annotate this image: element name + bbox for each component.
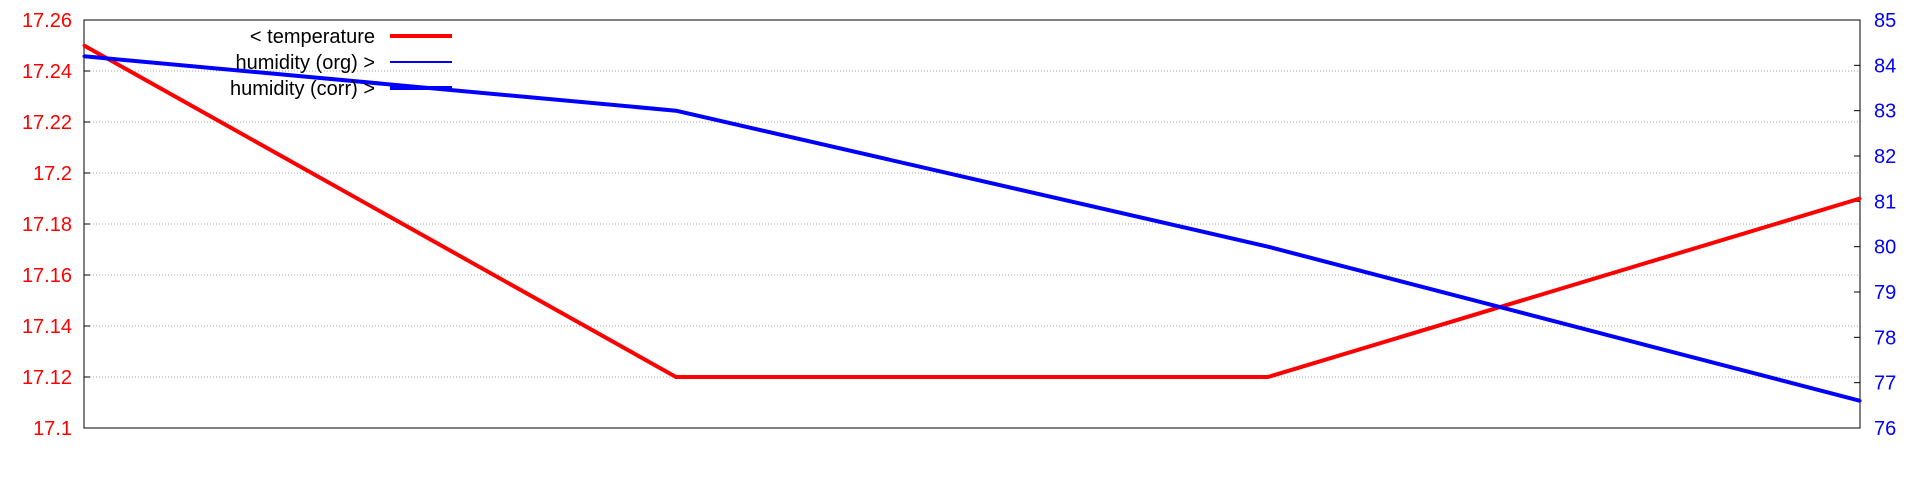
left-axis-tick-label: 17.2 (33, 163, 72, 185)
data-point (1858, 197, 1862, 200)
right-axis-tick-label: 81 (1874, 191, 1896, 213)
right-axis-tick-label: 78 (1874, 327, 1896, 349)
left-axis-tick-label: 17.1 (33, 418, 72, 440)
left-axis-tick-label: 17.12 (22, 367, 72, 389)
right-axis-tick-label: 80 (1874, 237, 1896, 259)
series-line-3 (83, 54, 1861, 403)
right-axis-tick-label: 79 (1874, 282, 1896, 304)
left-axis-tick-label: 17.18 (22, 214, 72, 236)
series-layer (82, 43, 1862, 403)
left-axis-tick-label: 17.16 (22, 265, 72, 287)
right-axis-tick-label: 77 (1874, 373, 1896, 395)
right-axis-tick-label: 82 (1874, 146, 1896, 168)
data-point (1266, 245, 1270, 249)
legend: < temperature humidity (org) > humidity (c… (230, 26, 452, 100)
series-line-2 (83, 55, 1861, 402)
data-point (674, 109, 678, 113)
right-axis-tick-label: 83 (1874, 101, 1896, 123)
right-axis-tick-label: 85 (1874, 10, 1896, 32)
left-axis-tick-label: 17.22 (22, 112, 72, 134)
data-point (1266, 375, 1270, 379)
data-point (1858, 399, 1862, 403)
data-point (82, 54, 86, 58)
right-axis-tick-label: 76 (1874, 418, 1896, 440)
legend-label: < temperature (250, 26, 375, 48)
left-axis-tick-label: 17.14 (22, 316, 72, 338)
right-axis-tick-label: 84 (1874, 55, 1896, 77)
legend-label: humidity (org) > (236, 52, 376, 74)
legend-label: humidity (corr) > (230, 78, 375, 100)
left-axis-tick-label: 17.24 (22, 61, 72, 83)
data-point (674, 375, 678, 379)
axis-layer: 17.1 17.12 17.14 17.16 17.18 17.2 17.22 17.24 17… (22, 10, 1896, 440)
left-axis-tick-label: 17.26 (22, 10, 72, 32)
data-point (82, 44, 86, 47)
series-line-1 (83, 43, 1861, 379)
